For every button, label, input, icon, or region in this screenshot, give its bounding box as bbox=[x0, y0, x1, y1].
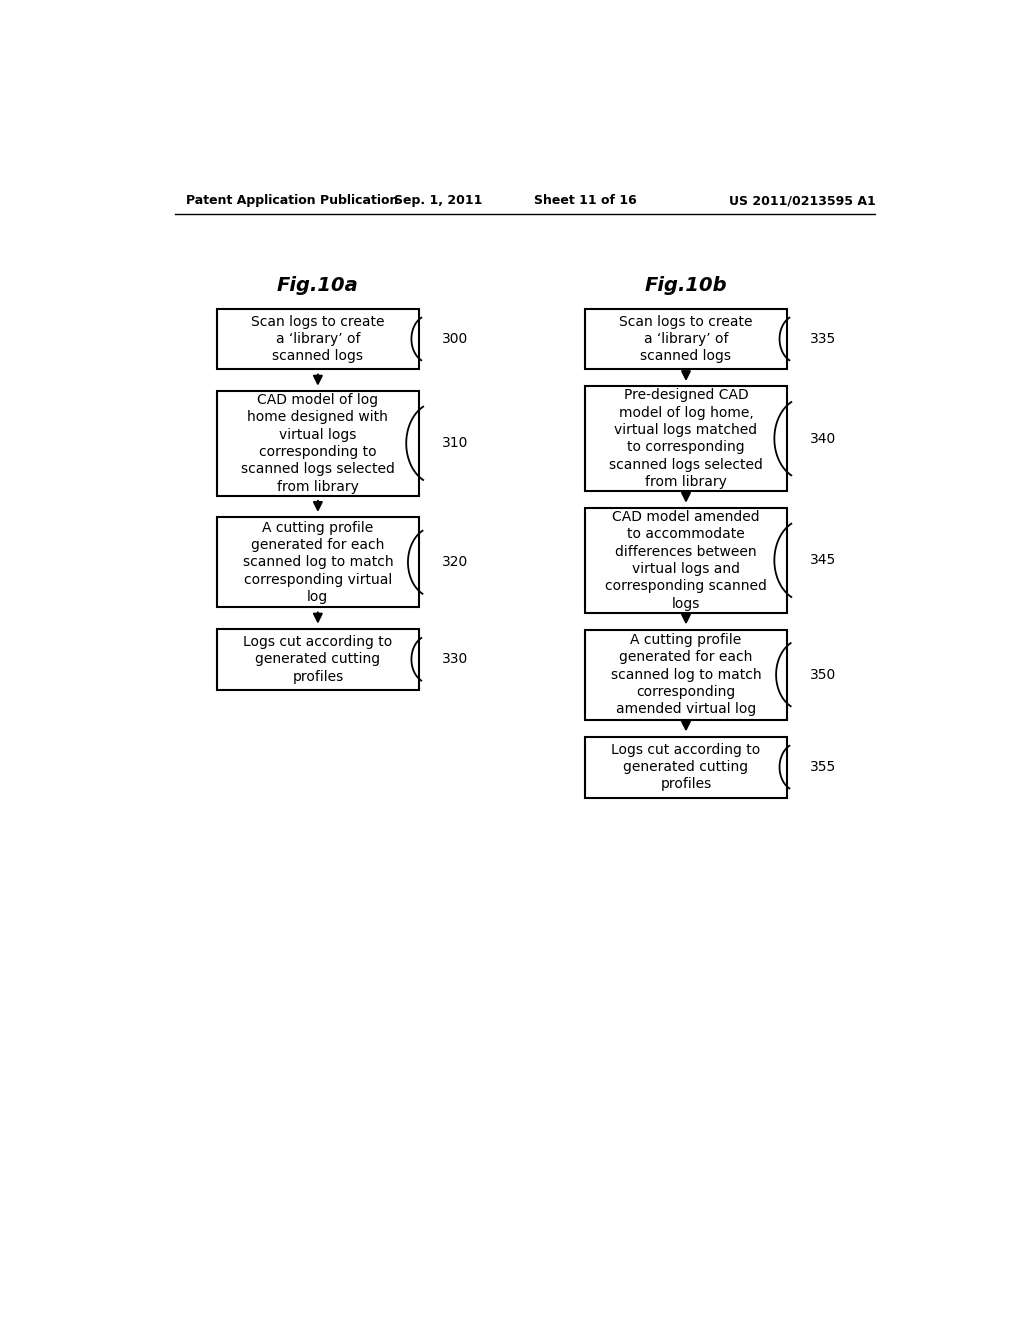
Bar bbox=[586, 387, 786, 491]
Text: Fig.10a: Fig.10a bbox=[278, 276, 358, 294]
Bar bbox=[586, 309, 786, 370]
Bar bbox=[217, 517, 419, 607]
Text: 340: 340 bbox=[810, 432, 837, 446]
Text: 310: 310 bbox=[442, 437, 468, 450]
Text: 300: 300 bbox=[442, 331, 468, 346]
Text: A cutting profile
generated for each
scanned log to match
corresponding virtual
: A cutting profile generated for each sca… bbox=[243, 520, 393, 603]
Text: Logs cut according to
generated cutting
profiles: Logs cut according to generated cutting … bbox=[611, 743, 761, 792]
Text: Scan logs to create
a ‘library’ of
scanned logs: Scan logs to create a ‘library’ of scann… bbox=[620, 314, 753, 363]
Text: 355: 355 bbox=[810, 760, 837, 774]
Text: Pre-designed CAD
model of log home,
virtual logs matched
to corresponding
scanne: Pre-designed CAD model of log home, virt… bbox=[609, 388, 763, 488]
Text: Sheet 11 of 16: Sheet 11 of 16 bbox=[534, 194, 637, 207]
Bar bbox=[586, 508, 786, 612]
Text: Logs cut according to
generated cutting
profiles: Logs cut according to generated cutting … bbox=[244, 635, 392, 684]
Text: 320: 320 bbox=[442, 556, 468, 569]
Bar bbox=[586, 737, 786, 797]
Bar bbox=[586, 630, 786, 719]
Text: Sep. 1, 2011: Sep. 1, 2011 bbox=[394, 194, 482, 207]
Text: A cutting profile
generated for each
scanned log to match
corresponding
amended : A cutting profile generated for each sca… bbox=[610, 634, 761, 717]
Text: 345: 345 bbox=[810, 553, 837, 568]
Bar bbox=[217, 391, 419, 496]
Bar bbox=[217, 309, 419, 370]
Text: 350: 350 bbox=[810, 668, 837, 681]
Text: Patent Application Publication: Patent Application Publication bbox=[186, 194, 398, 207]
Bar bbox=[217, 628, 419, 690]
Text: Scan logs to create
a ‘library’ of
scanned logs: Scan logs to create a ‘library’ of scann… bbox=[251, 314, 385, 363]
Text: 335: 335 bbox=[810, 331, 837, 346]
Text: 330: 330 bbox=[442, 652, 468, 667]
Text: CAD model of log
home designed with
virtual logs
corresponding to
scanned logs s: CAD model of log home designed with virt… bbox=[241, 393, 395, 494]
Text: US 2011/0213595 A1: US 2011/0213595 A1 bbox=[729, 194, 876, 207]
Text: CAD model amended
to accommodate
differences between
virtual logs and
correspond: CAD model amended to accommodate differe… bbox=[605, 510, 767, 611]
Text: Fig.10b: Fig.10b bbox=[645, 276, 727, 294]
